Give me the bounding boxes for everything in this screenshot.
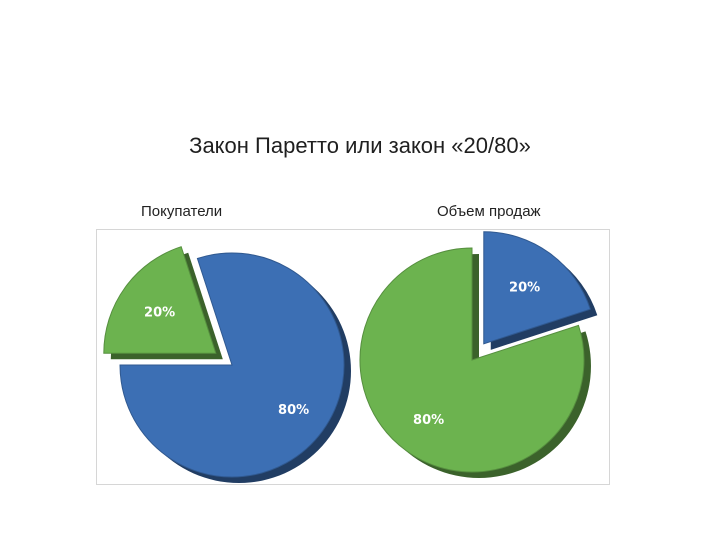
pie-slice-label: 20% <box>509 281 540 296</box>
pie-chart-1: 20% 80% <box>103 246 351 484</box>
pie-slice <box>119 252 345 478</box>
pie-slice-label: 80% <box>278 403 309 418</box>
pie-slice-label: 80% <box>413 413 444 428</box>
chart-title-sales-volume: Объем продаж <box>437 203 541 220</box>
pie-slice <box>103 246 217 354</box>
pie-slice-label: 20% <box>144 305 175 320</box>
pie-slice <box>483 231 591 345</box>
pie-chart-2: 20% 80% <box>359 231 598 478</box>
slide-title: Закон Паретто или закон «20/80» <box>189 133 531 158</box>
pie-slice <box>359 247 585 473</box>
chart-title-customers: Покупатели <box>141 203 223 220</box>
